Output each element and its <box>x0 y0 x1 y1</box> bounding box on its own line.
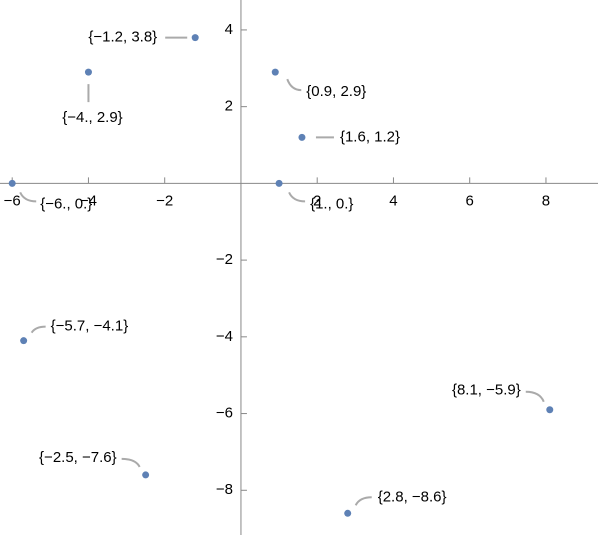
point <box>344 509 352 517</box>
x-tick-label: 6 <box>466 192 474 209</box>
x-tick-label: −6 <box>4 192 21 209</box>
point <box>84 68 92 76</box>
y-tick-label: 4 <box>225 21 233 38</box>
point <box>275 179 283 187</box>
callout-leader <box>286 78 302 92</box>
y-tick-label: −6 <box>216 405 233 422</box>
point-label: {2.8, −8.6} <box>378 488 447 505</box>
y-tick-label: −8 <box>216 481 233 498</box>
point <box>271 68 279 76</box>
point-label: {0.9, 2.9} <box>306 83 366 100</box>
point-label: {8.1, −5.9} <box>452 382 521 399</box>
callout-leader <box>30 325 46 334</box>
point-label: {−5.7, −4.1} <box>51 318 129 335</box>
x-tick-label: 2 <box>313 192 321 209</box>
x-tick-label: −2 <box>156 192 173 209</box>
point <box>20 337 28 345</box>
point-label: {−1.2, 3.8} <box>88 29 157 46</box>
callout-leader <box>354 496 372 506</box>
x-tick-label: 8 <box>542 192 550 209</box>
x-tick-label: −4 <box>80 192 97 209</box>
x-tick-label: 4 <box>389 192 397 209</box>
y-tick-label: −2 <box>216 251 233 268</box>
y-tick-label: −4 <box>216 328 233 345</box>
point-label: {1.6, 1.2} <box>340 128 400 145</box>
point <box>142 471 150 479</box>
point <box>546 406 554 414</box>
point-label: {−4., 2.9} <box>62 109 122 126</box>
callout-leader <box>19 191 37 203</box>
callout-leader <box>121 457 141 468</box>
callout-leader <box>525 390 545 403</box>
point <box>8 179 16 187</box>
point <box>298 133 306 141</box>
y-tick-label: 2 <box>225 98 233 115</box>
callout-leader <box>288 191 306 203</box>
point-label: {−2.5, −7.6} <box>39 449 117 466</box>
point-label: {−6., 0.} <box>40 195 92 212</box>
point-label: {1., 0.} <box>310 195 353 212</box>
point <box>191 34 199 42</box>
